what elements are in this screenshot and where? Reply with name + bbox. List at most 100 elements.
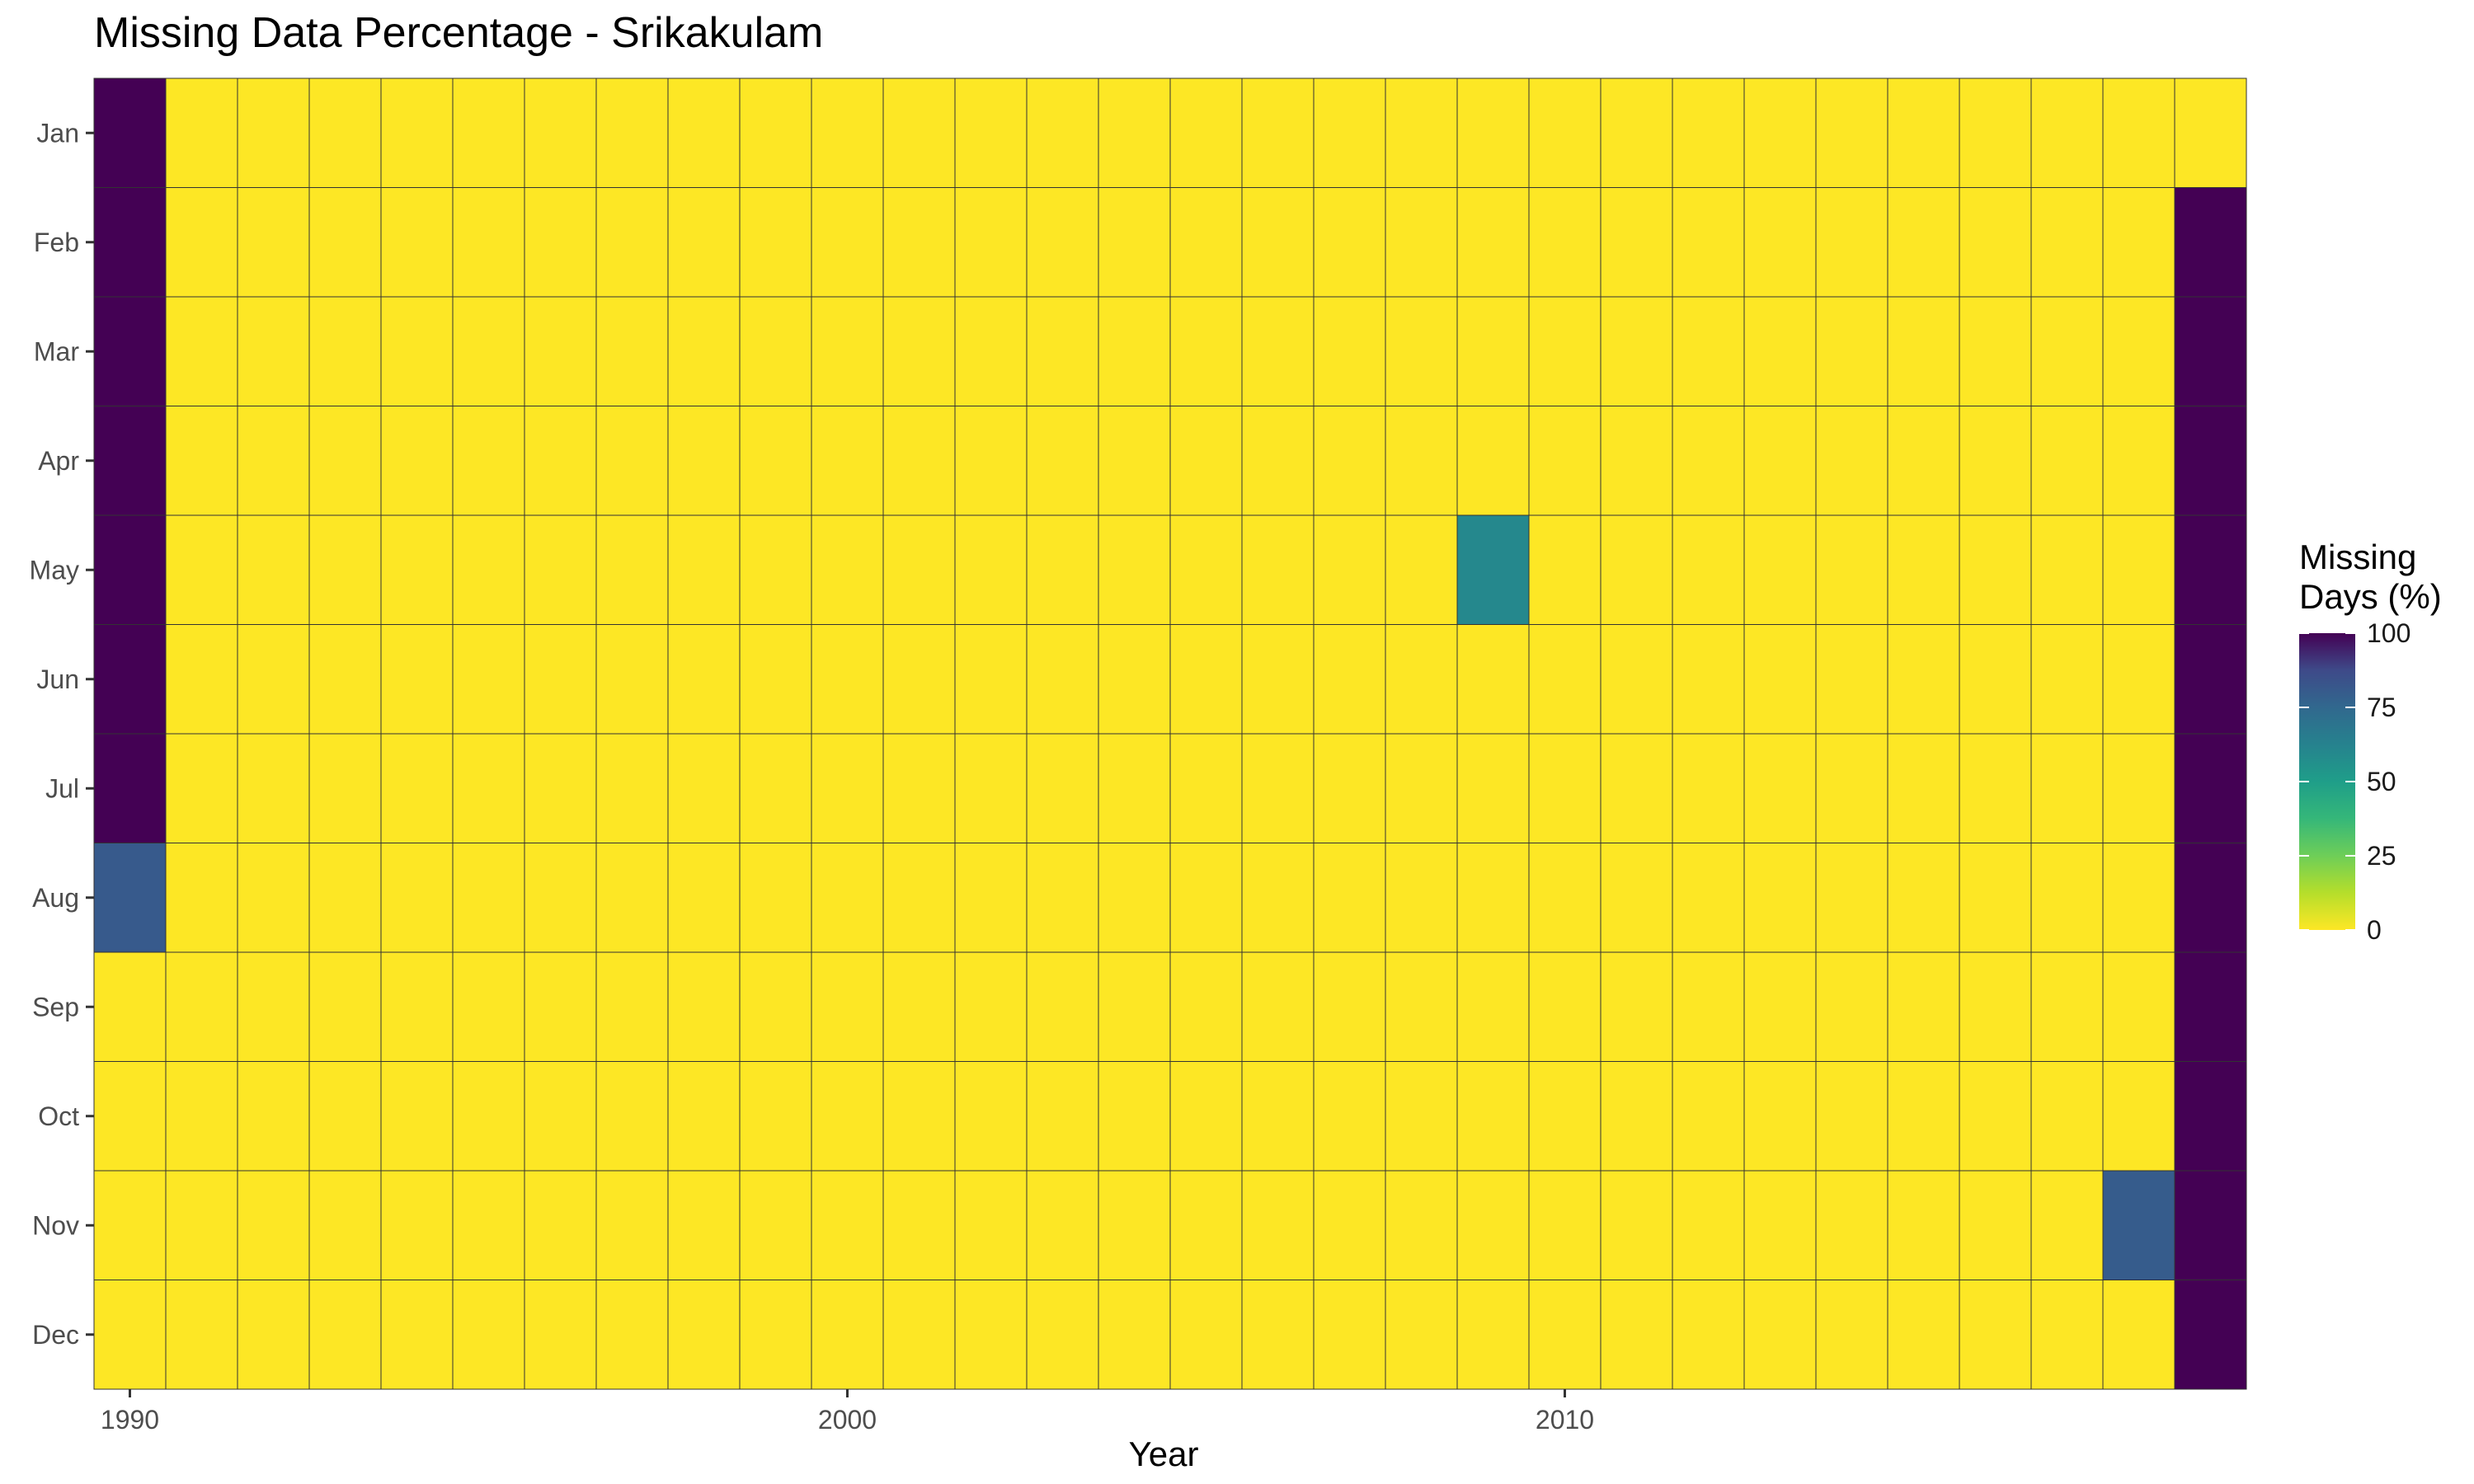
- heatmap-cell: [1456, 843, 1530, 953]
- heatmap-cell: [739, 514, 812, 625]
- heatmap-cell: [1169, 514, 1243, 625]
- heatmap-cell: [1026, 733, 1099, 843]
- heatmap-cell: [1456, 1061, 1530, 1172]
- heatmap-cell: [93, 624, 167, 735]
- heatmap-cell: [595, 187, 669, 298]
- heatmap-cell: [882, 843, 956, 953]
- heatmap-cell: [1026, 1170, 1099, 1280]
- heatmap-cell: [1815, 624, 1888, 735]
- heatmap-cell: [1098, 1280, 1171, 1390]
- heatmap-cell: [2102, 1280, 2175, 1390]
- heatmap-cell: [452, 843, 525, 953]
- heatmap-cell: [1385, 77, 1458, 188]
- heatmap-cell: [2102, 1061, 2175, 1172]
- heatmap-cell: [237, 951, 310, 1062]
- heatmap-cell: [2174, 1280, 2247, 1390]
- heatmap-cell: [1815, 187, 1888, 298]
- heatmap-cell: [1098, 843, 1171, 953]
- heatmap-cell: [1600, 1170, 1673, 1280]
- heatmap-cell: [524, 296, 597, 406]
- heatmap-cell: [1887, 951, 1960, 1062]
- heatmap-cell: [1959, 296, 2032, 406]
- heatmap-cell: [1528, 296, 1602, 406]
- heatmap-cell: [1169, 1280, 1243, 1390]
- heatmap-cell: [2174, 187, 2247, 298]
- heatmap-cell: [165, 77, 238, 188]
- heatmap-cell: [93, 1170, 167, 1280]
- heatmap-cell: [1169, 77, 1243, 188]
- heatmap-cell: [1672, 514, 1745, 625]
- heatmap-cell: [308, 951, 382, 1062]
- heatmap-cell: [2030, 406, 2104, 516]
- heatmap-cell: [1456, 1280, 1530, 1390]
- heatmap-cell: [93, 77, 167, 188]
- heatmap-cell: [1815, 296, 1888, 406]
- heatmap-cell: [1815, 514, 1888, 625]
- heatmap-cell: [1815, 843, 1888, 953]
- heatmap-cell: [2102, 843, 2175, 953]
- heatmap-cell: [954, 1170, 1028, 1280]
- heatmap-cell: [1672, 843, 1745, 953]
- heatmap-cell: [595, 624, 669, 735]
- heatmap-cell: [452, 1061, 525, 1172]
- legend-tick-label: 25: [2367, 841, 2396, 871]
- heatmap-cell: [1385, 733, 1458, 843]
- heatmap-cell: [1672, 733, 1745, 843]
- heatmap-cell: [524, 1061, 597, 1172]
- heatmap-cell: [93, 1061, 167, 1172]
- heatmap-cell: [380, 187, 454, 298]
- heatmap-cell: [380, 733, 454, 843]
- heatmap-cell: [1241, 77, 1315, 188]
- y-axis: Jan Feb Mar Apr May Jun Jul Aug Sep Oct Nov Dec: [30, 118, 94, 1350]
- heatmap-cell: [237, 624, 310, 735]
- heatmap-cell: [1672, 296, 1745, 406]
- heatmap-cell: [739, 733, 812, 843]
- heatmap-cell: [739, 624, 812, 735]
- heatmap-cell: [93, 514, 167, 625]
- heatmap-cell: [452, 296, 525, 406]
- heatmap-cell: [811, 624, 884, 735]
- heatmap-cell: [308, 733, 382, 843]
- heatmap-cell: [1098, 77, 1171, 188]
- heatmap-cell: [1600, 1061, 1673, 1172]
- heatmap-cell: [1313, 187, 1386, 298]
- heatmap-cell: [954, 733, 1028, 843]
- heatmap-cell: [380, 1170, 454, 1280]
- heatmap-cell: [452, 187, 525, 298]
- heatmap-cell: [452, 951, 525, 1062]
- heatmap-cell: [1959, 843, 2032, 953]
- heatmap-cell: [1743, 296, 1817, 406]
- heatmap-cell: [308, 624, 382, 735]
- heatmap-cell: [1743, 733, 1817, 843]
- heatmap-cell: [954, 514, 1028, 625]
- x-tick-label: 2010: [1536, 1405, 1594, 1435]
- heatmap-cell: [2102, 624, 2175, 735]
- heatmap-cell: [1385, 843, 1458, 953]
- heatmap-cell: [1385, 1170, 1458, 1280]
- heatmap-cell: [1241, 733, 1315, 843]
- heatmap-cell: [237, 77, 310, 188]
- heatmap-cell: [1959, 514, 2032, 625]
- heatmap-cell: [1456, 187, 1530, 298]
- heatmap-cell: [1026, 296, 1099, 406]
- heatmap-cell: [1959, 1280, 2032, 1390]
- heatmap-cell: [2030, 843, 2104, 953]
- heatmap-cell: [667, 624, 741, 735]
- x-axis: 1990 2000 2010: [101, 1389, 1594, 1435]
- heatmap-cell: [93, 843, 167, 953]
- heatmap-cell: [1600, 406, 1673, 516]
- heatmap-cell: [308, 187, 382, 298]
- heatmap-cell: [308, 1280, 382, 1390]
- heatmap-cell: [165, 296, 238, 406]
- heatmap-cell: [1600, 733, 1673, 843]
- heatmap-cell: [1313, 1170, 1386, 1280]
- heatmap-cell: [1672, 77, 1745, 188]
- heatmap-cell: [237, 1061, 310, 1172]
- heatmap-cell: [1026, 514, 1099, 625]
- heatmap-cell: [1026, 187, 1099, 298]
- heatmap-cell: [1026, 624, 1099, 735]
- heatmap-cell: [452, 1170, 525, 1280]
- heatmap-cell: [452, 406, 525, 516]
- heatmap-cell: [667, 1170, 741, 1280]
- heatmap-cells: [93, 77, 2247, 1390]
